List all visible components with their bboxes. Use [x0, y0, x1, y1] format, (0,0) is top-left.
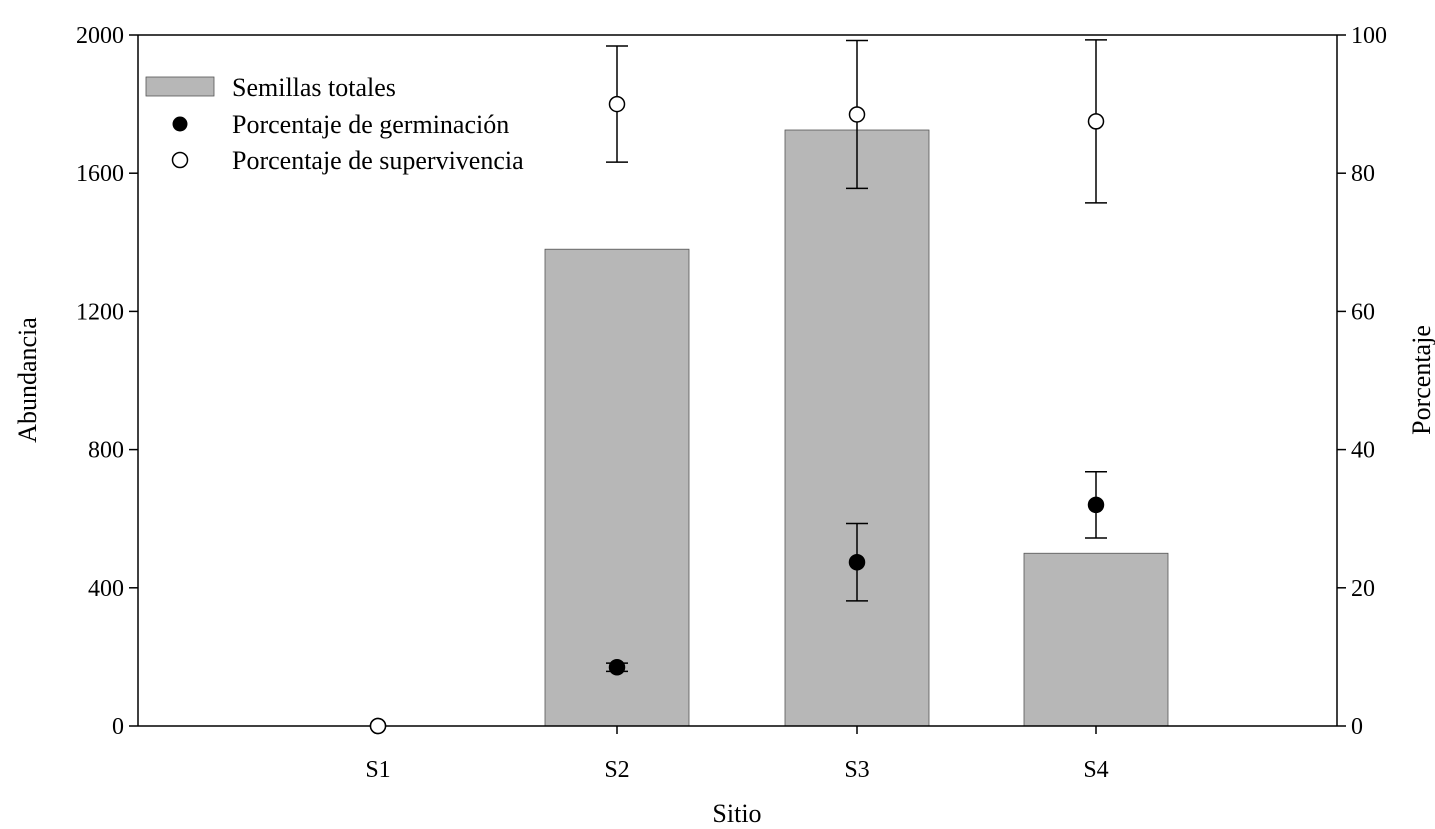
y2-tick-label-100: 100	[1351, 23, 1387, 49]
y2-tick-label-0: 0	[1351, 714, 1363, 740]
supervivencia-point-s3	[848, 106, 866, 123]
x-axis-title: Sitio	[712, 799, 761, 828]
legend-open-circle-marker	[171, 151, 189, 169]
legend-label-supervivencia: Porcentaje de supervivencia	[232, 146, 524, 175]
y2-tick-label-80: 80	[1351, 161, 1375, 187]
supervivencia-point-s4	[1087, 113, 1105, 130]
supervivencia-point-s1	[369, 717, 387, 735]
bars-layer	[305, 129, 1169, 727]
y-tick-label-800: 800	[88, 438, 124, 464]
y-tick-label-0: 0	[112, 714, 124, 740]
x-tick-label-s4: S4	[1083, 757, 1108, 783]
germinacion-point-s4	[1087, 496, 1105, 514]
legend: Semillas totales Porcentaje de germinaci…	[145, 73, 524, 175]
x-tick-label-s2: S2	[604, 757, 629, 783]
germinacion-point-s2	[608, 659, 626, 676]
supervivencia-point-s2	[608, 95, 626, 113]
y-axis-title: Abundancia	[13, 317, 42, 443]
legend-label-semillas: Semillas totales	[232, 73, 396, 102]
y-tick-label-1200: 1200	[76, 299, 124, 325]
legend-filled-circle-marker	[172, 116, 188, 132]
legend-bar-swatch	[145, 76, 215, 97]
x-tick-label-s1: S1	[365, 757, 390, 783]
y2-tick-label-60: 60	[1351, 299, 1375, 325]
bar-s2	[544, 248, 690, 727]
ticks-layer: 0 400 800 1200 1600 2000 0 20 40 60 80 100 S1 S2 S3 S4	[76, 23, 1387, 783]
y-tick-label-400: 400	[88, 576, 124, 602]
x-tick-label-s3: S3	[844, 757, 869, 783]
y-tick-label-1600: 1600	[76, 161, 124, 187]
axes-layer	[137, 34, 1338, 727]
bar-s4	[1023, 552, 1169, 727]
y2-axis-title: Porcentaje	[1407, 325, 1435, 435]
germinacion-point-s3	[848, 553, 866, 571]
points-layer	[369, 39, 1107, 735]
y2-tick-label-20: 20	[1351, 576, 1375, 602]
y2-tick-label-40: 40	[1351, 438, 1375, 464]
legend-label-germinacion: Porcentaje de germinación	[232, 110, 509, 139]
bar-s3	[784, 129, 930, 727]
y-tick-label-2000: 2000	[76, 23, 124, 49]
